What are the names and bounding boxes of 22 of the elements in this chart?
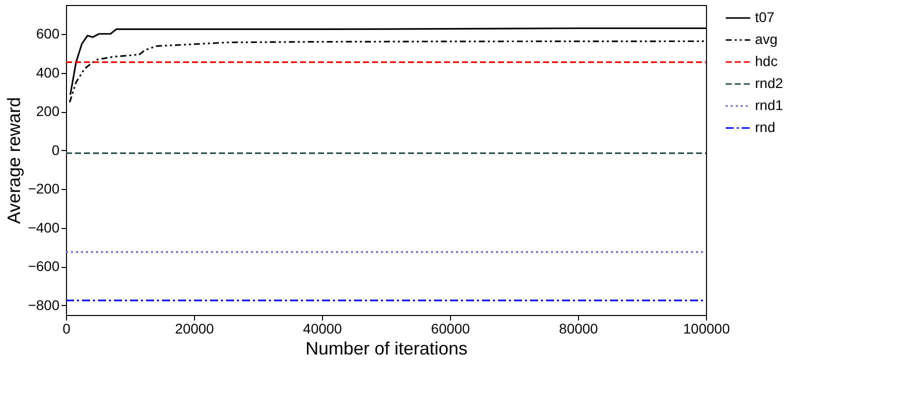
- y-tick-label: 0: [52, 142, 60, 158]
- legend-label: avg: [755, 31, 778, 47]
- legend-label: rnd1: [755, 97, 784, 113]
- legend-label: rnd: [755, 119, 776, 135]
- y-tick-label: 400: [36, 64, 60, 80]
- y-tick-label: 600: [36, 26, 60, 42]
- legend-label: hdc: [755, 53, 778, 69]
- legend-label: t07: [755, 9, 775, 25]
- x-tick-label: 40000: [303, 320, 342, 336]
- y-axis-title: Average reward: [4, 97, 24, 224]
- y-tick-label: 200: [36, 103, 60, 120]
- y-tick-label: −600: [28, 258, 60, 274]
- x-axis-title: Number of iterations: [305, 338, 468, 358]
- x-tick-label: 100000: [683, 320, 730, 336]
- y-tick-label: −200: [28, 180, 60, 197]
- legend-label: rnd2: [755, 75, 784, 91]
- x-tick-label: 80000: [559, 320, 598, 336]
- x-tick-label: 60000: [431, 320, 470, 336]
- x-tick-label: 0: [62, 320, 71, 336]
- y-tick-label: −800: [28, 296, 60, 313]
- x-tick-label: 20000: [175, 320, 214, 336]
- y-tick-label: −400: [28, 219, 60, 236]
